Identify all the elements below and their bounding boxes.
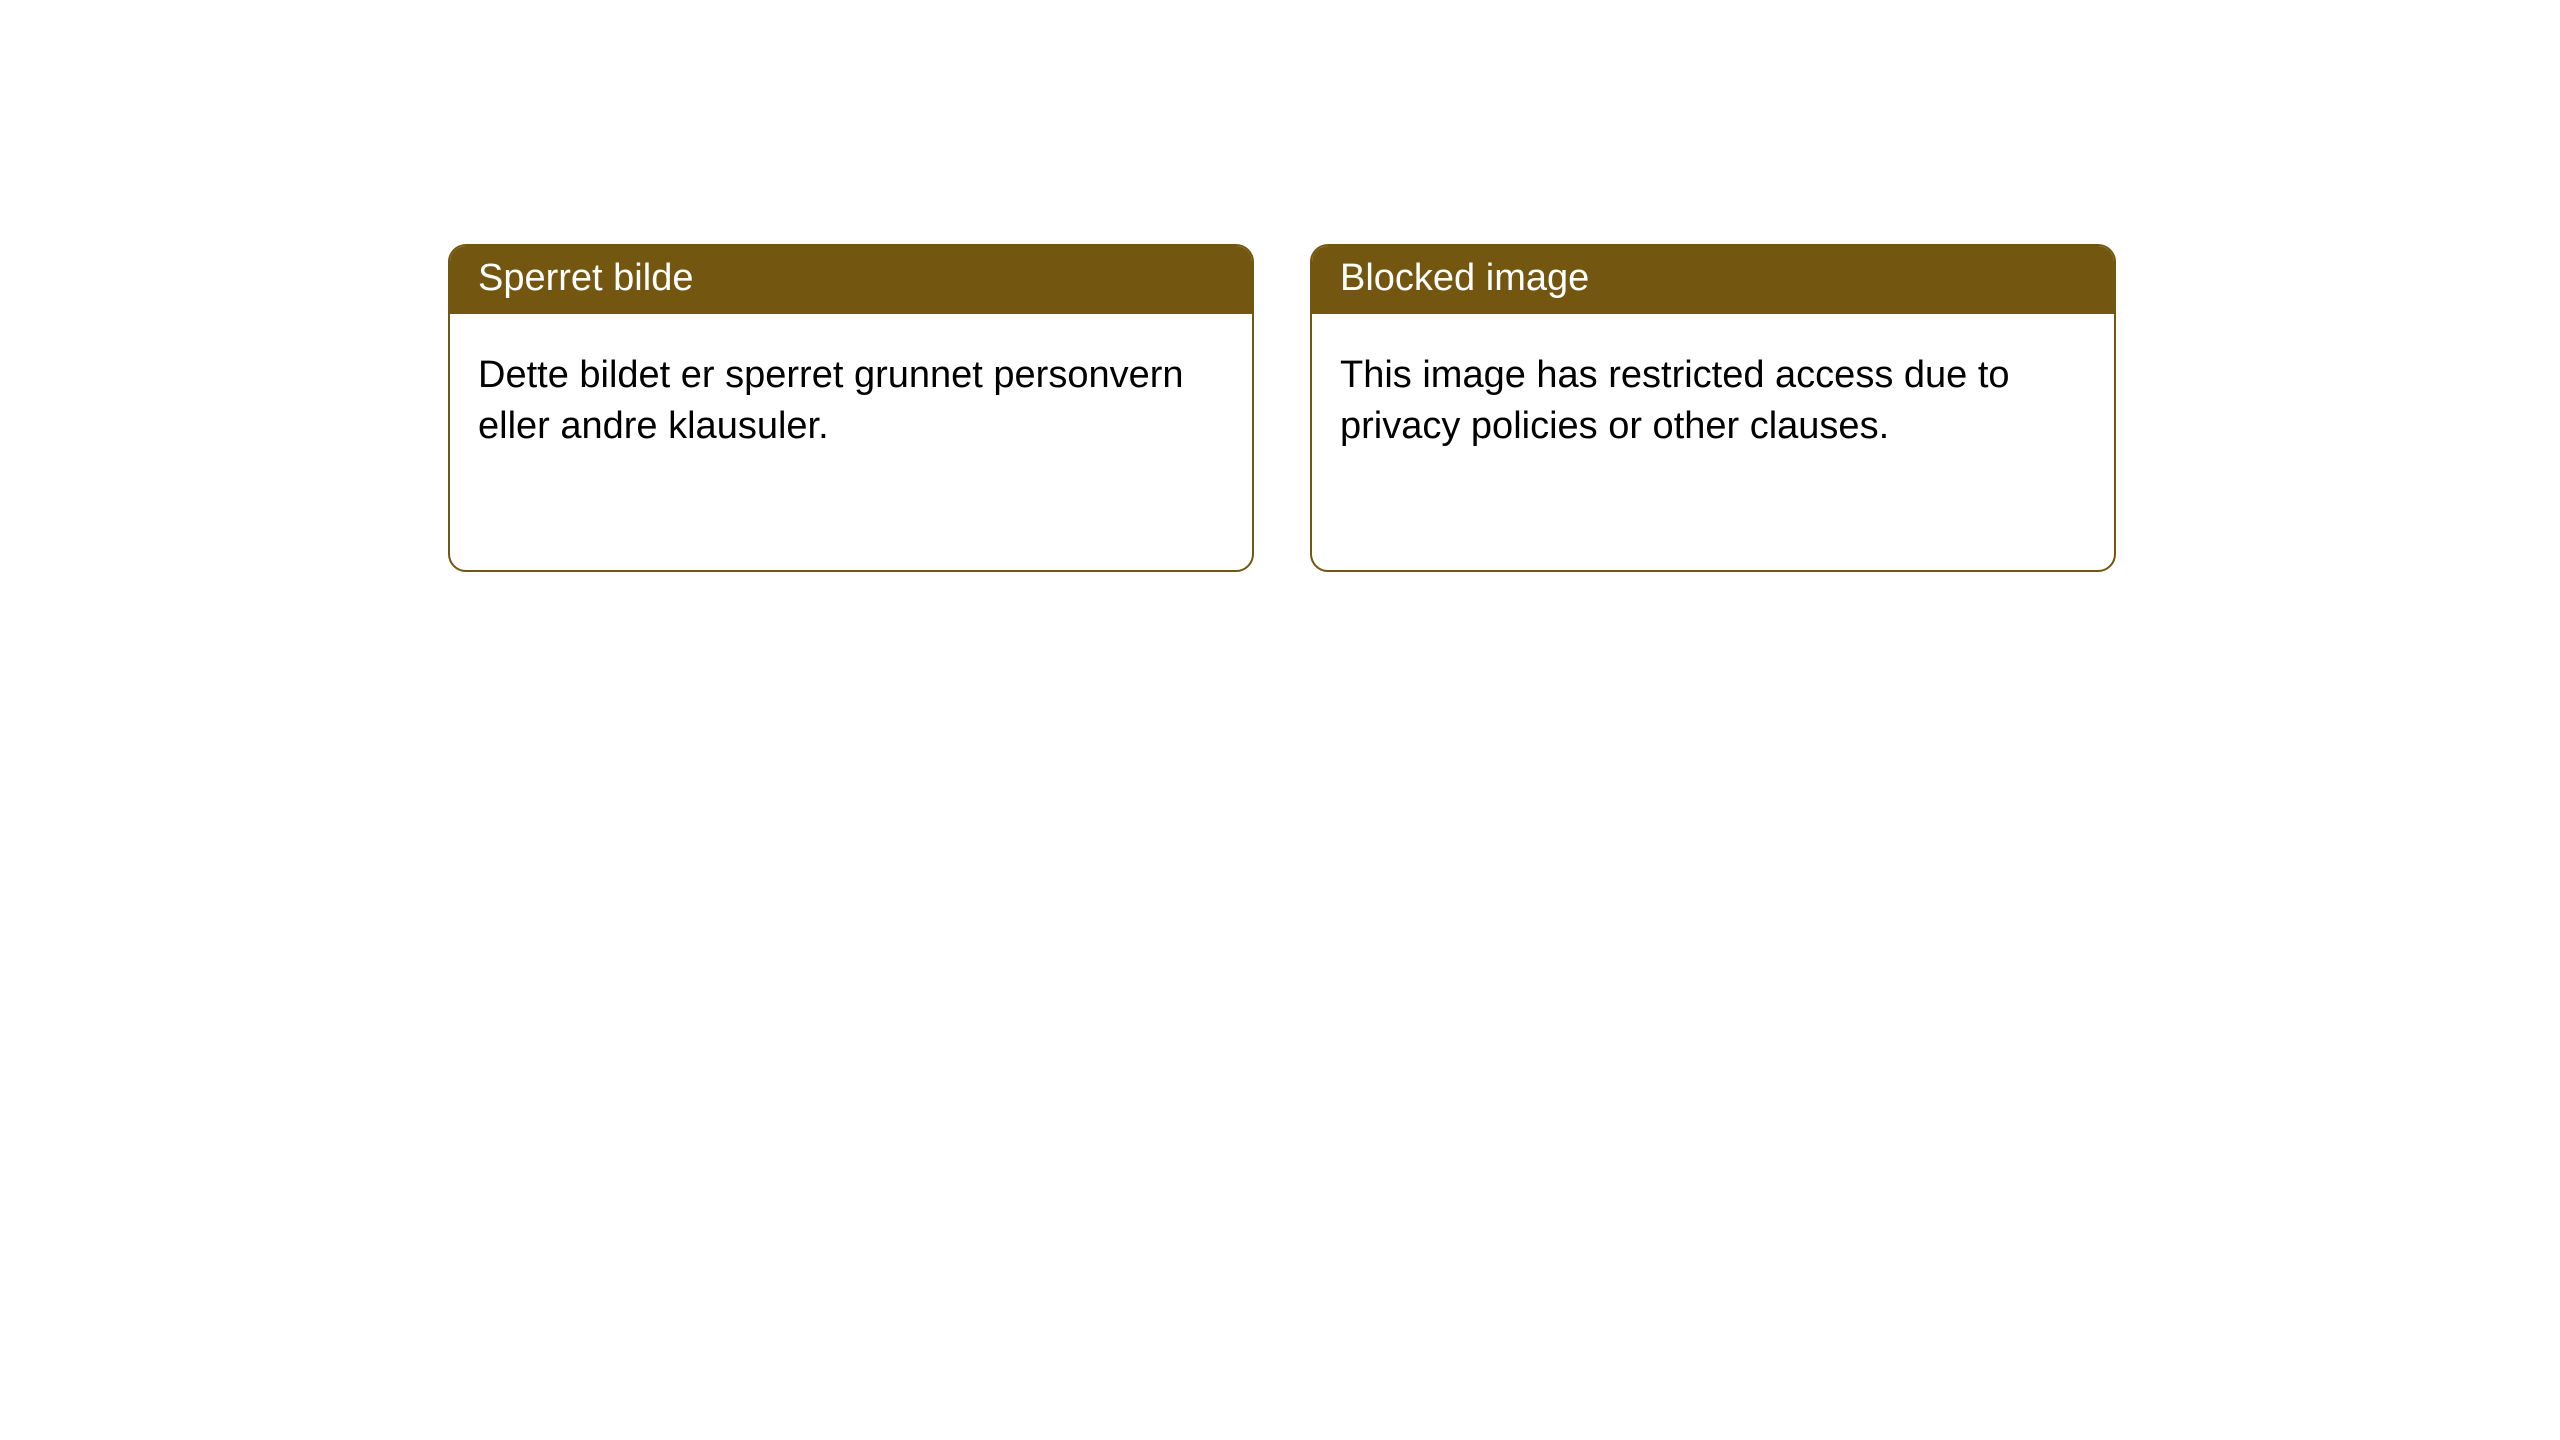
notice-card-english: Blocked image This image has restricted …	[1310, 244, 2116, 572]
notice-card-body: This image has restricted access due to …	[1312, 314, 2114, 570]
notice-card-title: Sperret bilde	[450, 246, 1252, 314]
notice-card-norwegian: Sperret bilde Dette bildet er sperret gr…	[448, 244, 1254, 572]
notice-card-body: Dette bildet er sperret grunnet personve…	[450, 314, 1252, 570]
notice-container: Sperret bilde Dette bildet er sperret gr…	[0, 0, 2560, 572]
notice-card-title: Blocked image	[1312, 246, 2114, 314]
